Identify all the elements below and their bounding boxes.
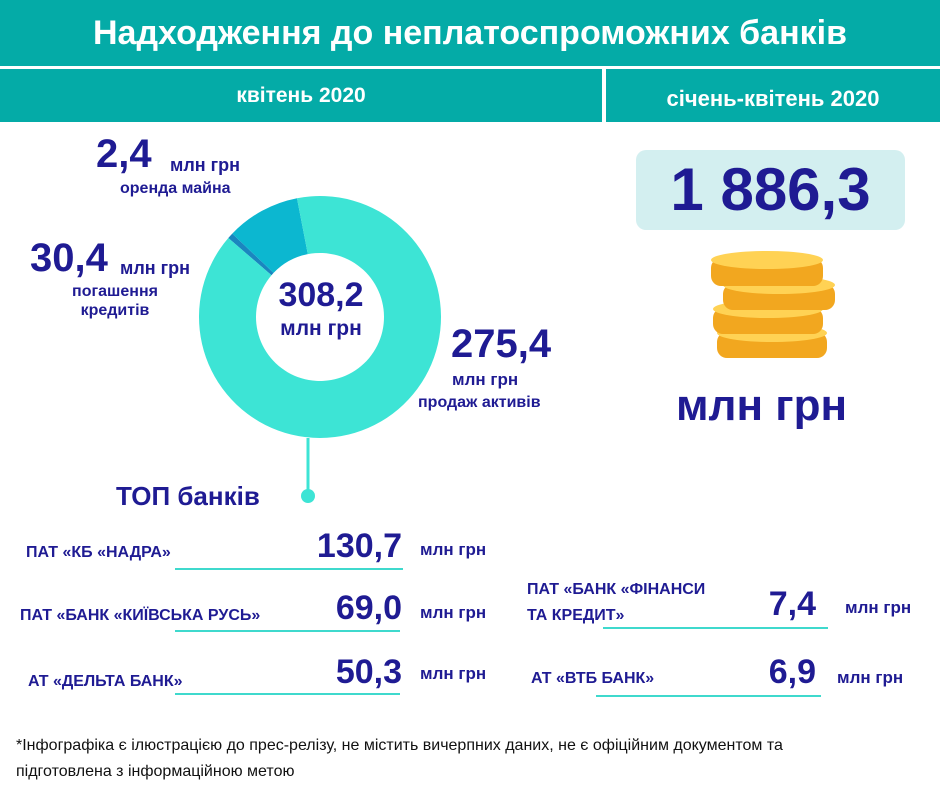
bank-value: 6,9 (768, 653, 816, 691)
top-banks-title: ТОП банків (116, 481, 260, 511)
bank-name-line2: ТА КРЕДИТ» (527, 607, 625, 624)
bank-underline (175, 568, 403, 570)
bank-name-line1: ПАТ «БАНК «ФІНАНСИ (527, 581, 706, 598)
bank-value: 7,4 (768, 585, 816, 623)
period-range: січень-квітень 2020 (606, 69, 940, 122)
bank-unit: млн грн (420, 540, 487, 559)
footnote-line: підготовлена з інформаційною метою (16, 763, 295, 780)
bank-value: 130,7 (316, 527, 402, 565)
donut-center-value: 308,2 (278, 276, 364, 314)
donut-slice-loans (232, 198, 308, 273)
donut-slice-rent (228, 233, 274, 276)
assets-value: 275,4 (451, 322, 552, 366)
bank-underline (175, 630, 400, 632)
assets-unit: млн грн (452, 370, 519, 389)
footnote: *Інфографіка є ілюстрацією до прес-реліз… (16, 733, 921, 785)
bank-unit: млн грн (420, 664, 487, 683)
bank-name: АТ «ВТБ БАНК» (531, 670, 655, 687)
footnote-line: *Інфографіка є ілюстрацією до прес-реліз… (16, 737, 783, 754)
bank-name: ПАТ «БАНК «КИЇВСЬКА РУСЬ» (20, 607, 261, 624)
assets-label: продаж активів (418, 394, 541, 411)
bank-name: АТ «ДЕЛЬТА БАНК» (28, 673, 183, 690)
period-month: квітень 2020 (0, 69, 602, 122)
loans-label-line2: кредитів (80, 302, 150, 319)
coins-icon (711, 251, 835, 358)
rent-label: оренда майна (120, 180, 231, 197)
bank-value: 50,3 (335, 653, 402, 691)
donut-chart (198, 196, 442, 503)
page-title: Надходження до неплатоспроможних банків (0, 0, 940, 66)
rent-unit: млн грн (170, 155, 240, 175)
bank-underline (175, 693, 400, 695)
donut-center-unit: млн грн (280, 317, 362, 340)
donut-slice-assets (198, 196, 442, 438)
loans-unit: млн грн (120, 258, 190, 278)
total-value: 1 886,3 (636, 150, 905, 230)
bank-name: ПАТ «КБ «НАДРА» (26, 544, 171, 561)
total-unit: млн грн (676, 381, 848, 430)
bank-unit: млн грн (845, 598, 912, 617)
connector-dot (301, 489, 315, 503)
bank-value: 69,0 (335, 589, 402, 627)
rent-value: 2,4 (96, 132, 152, 176)
loans-value: 30,4 (30, 236, 108, 280)
loans-label-line1: погашення (72, 283, 158, 300)
bank-unit: млн грн (420, 603, 487, 622)
bank-underline (596, 695, 821, 697)
bank-underline (603, 627, 828, 629)
bank-unit: млн грн (837, 668, 904, 687)
